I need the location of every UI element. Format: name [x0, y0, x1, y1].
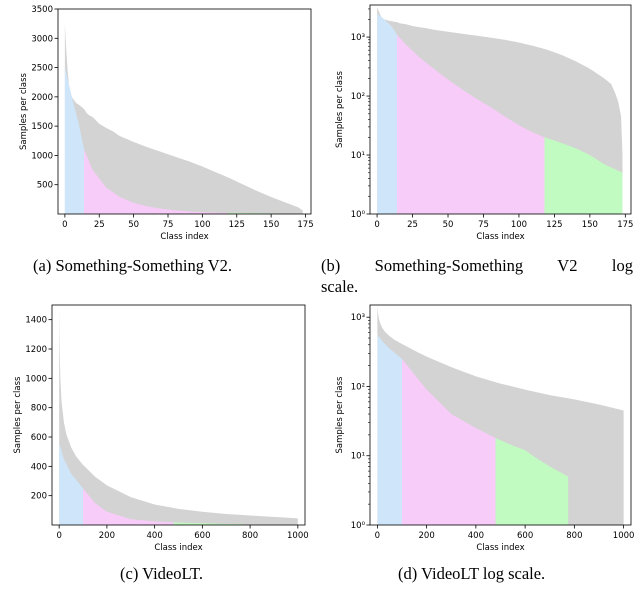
y-tick-label: 3000: [31, 34, 53, 44]
tail-region-area: [544, 137, 623, 214]
chart-b-svg: 0 25 50 75 100 125 150 175 10⁰ 10¹ 10² 10³ Class ind…: [335, 4, 633, 242]
y-axis-label: Samples per class: [335, 376, 345, 453]
x-tick-label: 800: [566, 531, 582, 541]
y-tick-label: 10³: [351, 33, 365, 43]
caption-b-line1: (b) Something-Something V2 log: [321, 256, 633, 275]
x-tick-label: 800: [242, 531, 258, 541]
x-tick-label: 75: [478, 220, 489, 230]
y-tick-label: 10¹: [351, 452, 365, 462]
tail-region-area: [173, 522, 245, 525]
y-tick-label: 10³: [351, 313, 365, 323]
x-tick-label: 0: [374, 220, 379, 230]
x-tick-label: 125: [546, 220, 562, 230]
plot-area: [377, 6, 623, 214]
medium-region-area: [402, 358, 496, 525]
y-tick-label: 500: [37, 181, 53, 191]
y-axis-label: Samples per class: [19, 72, 29, 149]
x-tick-label: 200: [99, 531, 115, 541]
chart-a-svg: 0 25 50 75 100 125 150 175 500 1000 1500 2000 2500 30…: [19, 5, 314, 242]
axes-frame: [369, 4, 632, 215]
y-axis-label: Samples per class: [335, 70, 345, 147]
x-tick-label: 25: [407, 220, 418, 230]
y-tick-label: 1000: [31, 151, 53, 161]
caption-d: (d) VideoLT log scale.: [398, 564, 546, 583]
x-tick-label: 125: [229, 220, 245, 230]
chart-c-svg: 0 200 400 600 800 1000 200 400 600 800 1000 1200 140…: [13, 304, 309, 553]
total-samples-area: [59, 307, 298, 525]
axes-frame: [57, 8, 312, 215]
chart-panel-c: 0 200 400 600 800 1000 200 400 600 800 1000 1200 140…: [0, 300, 318, 562]
caption-b-line2: scale.: [321, 277, 359, 296]
x-tick-label: 0: [62, 220, 67, 230]
x-tick-label: 200: [419, 531, 435, 541]
x-axis-label: Class index: [154, 543, 202, 553]
x-tick-label: 1000: [613, 531, 635, 541]
chart-d-svg: 0 200 400 600 800 1000 10⁰ 10¹ 10² 10³ Class index…: [335, 304, 635, 553]
x-tick-label: 75: [163, 220, 174, 230]
y-tick-label: 2500: [31, 64, 53, 74]
tail-region-area: [495, 438, 569, 525]
head-region-area: [377, 13, 397, 214]
y-tick-label: 10²: [351, 92, 365, 102]
y-tick-label: 800: [31, 404, 47, 414]
chart-panel-d: 0 200 400 600 800 1000 10⁰ 10¹ 10² 10³ Class index…: [318, 300, 637, 562]
chart-panel-a: 0 25 50 75 100 125 150 175 500 1000 1500 2000 2500 30…: [0, 0, 318, 256]
y-tick-label: 10¹: [351, 151, 365, 161]
y-tick-label: 3500: [31, 5, 53, 15]
x-tick-label: 150: [582, 220, 598, 230]
plot-area: [59, 307, 298, 525]
caption-c: (c) VideoLT.: [120, 564, 204, 583]
head-region-area: [377, 334, 403, 525]
chart-panel-b: 0 25 50 75 100 125 150 175 10⁰ 10¹ 10² 10³ Class ind…: [318, 0, 637, 256]
head-region-area: [59, 442, 84, 525]
medium-region-area: [83, 488, 174, 525]
medium-region-area: [84, 149, 228, 214]
x-tick-label: 400: [468, 531, 484, 541]
x-tick-label: 0: [375, 531, 380, 541]
medium-region-area: [396, 34, 545, 214]
total-samples-area: [64, 24, 303, 214]
x-tick-label: 50: [443, 220, 454, 230]
x-tick-label: 175: [617, 220, 633, 230]
x-tick-label: 100: [194, 220, 210, 230]
axes-frame: [51, 304, 306, 526]
y-tick-label: 400: [31, 462, 47, 472]
head-region-area: [64, 67, 85, 214]
plot-area: [64, 24, 303, 214]
y-tick-label: 1400: [25, 316, 47, 326]
caption-a: (a) Something-Something V2.: [33, 256, 233, 275]
x-tick-label: 1000: [287, 531, 309, 541]
y-axis-label: Samples per class: [13, 376, 23, 453]
x-axis-label: Class index: [160, 232, 208, 242]
y-tick-label: 10⁰: [351, 521, 366, 531]
x-axis-label: Class index: [476, 543, 524, 553]
y-tick-label: 1000: [25, 374, 47, 384]
plot-area: [377, 305, 624, 525]
x-tick-label: 150: [263, 220, 279, 230]
x-tick-label: 0: [56, 531, 61, 541]
x-tick-label: 400: [147, 531, 163, 541]
y-tick-label: 10⁰: [351, 210, 366, 220]
x-tick-label: 175: [297, 220, 313, 230]
x-tick-label: 50: [128, 220, 139, 230]
x-tick-label: 600: [517, 531, 533, 541]
x-axis-label: Class index: [476, 232, 524, 242]
y-tick-label: 600: [31, 433, 47, 443]
axes-frame: [369, 304, 632, 526]
y-tick-label: 200: [31, 492, 47, 502]
x-tick-label: 600: [194, 531, 210, 541]
x-tick-label: 25: [94, 220, 105, 230]
y-tick-label: 2000: [31, 93, 53, 103]
y-tick-label: 1200: [25, 345, 47, 355]
y-tick-label: 10²: [351, 382, 365, 392]
y-tick-label: 1500: [31, 122, 53, 132]
x-tick-label: 100: [511, 220, 527, 230]
